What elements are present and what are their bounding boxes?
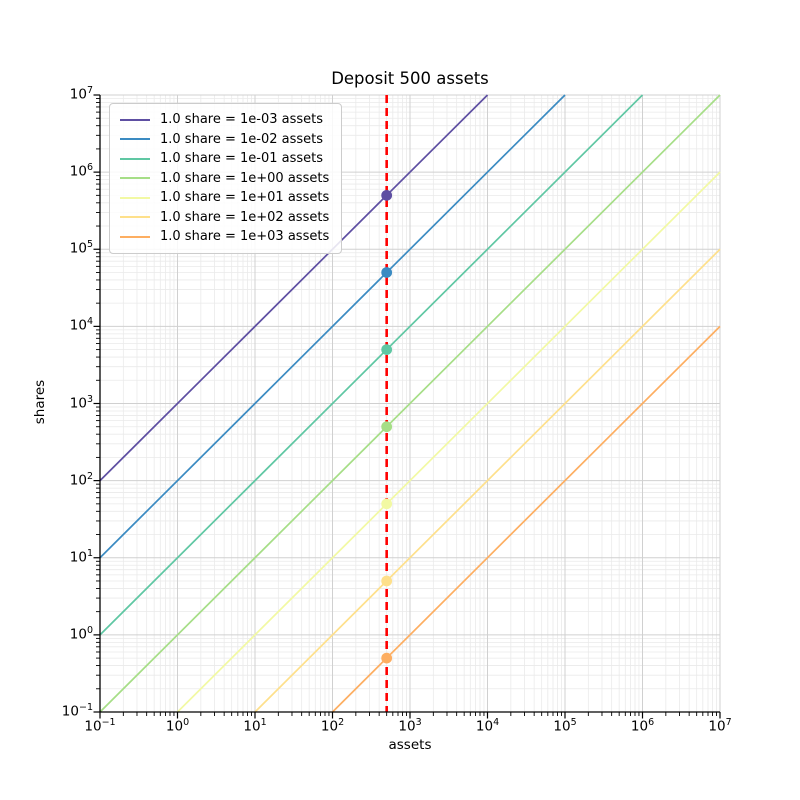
legend: 1.0 share = 1e-03 assets 1.0 share = 1e-0…: [109, 103, 343, 254]
legend-label: 1.0 share = 1e-03 assets: [160, 112, 324, 128]
legend-item: 1.0 share = 1e-03 assets: [120, 110, 329, 130]
chart-title: Deposit 500 assets: [331, 69, 489, 88]
legend-item: 1.0 share = 1e+02 assets: [120, 208, 329, 228]
marker-dot: [381, 575, 393, 587]
rate-line: [99, 94, 644, 636]
y-tick-label: 106: [69, 162, 93, 180]
legend-label: 1.0 share = 1e-01 assets: [160, 151, 324, 167]
rate-line: [176, 171, 721, 713]
x-tick-label: 102: [320, 717, 345, 735]
legend-label: 1.0 share = 1e+01 assets: [160, 190, 330, 206]
y-tick-label: 102: [69, 470, 93, 489]
rate-line: [99, 94, 566, 559]
legend-label: 1.0 share = 1e+02 assets: [160, 209, 330, 225]
marker-dot: [381, 344, 393, 355]
y-tick-label: 103: [69, 393, 93, 412]
x-tick-label: 10−1: [84, 717, 116, 735]
marker-dot: [381, 652, 393, 664]
rate-line: [99, 94, 721, 713]
legend-item: 1.0 share = 1e+01 assets: [120, 188, 329, 208]
x-tick-label: 101: [243, 717, 267, 735]
legend-line-swatch: [120, 196, 150, 199]
legend-item: 1.0 share = 1e-02 assets: [120, 130, 329, 150]
legend-item: 1.0 share = 1e+00 assets: [120, 169, 329, 189]
x-tick-label: 103: [398, 717, 422, 735]
legend-line-swatch: [120, 177, 150, 180]
marker-dot: [381, 498, 393, 510]
legend-line-swatch: [120, 118, 150, 121]
x-tick-label: 100: [165, 717, 190, 735]
marker-dot: [381, 267, 393, 278]
y-tick-label: 105: [69, 239, 93, 257]
legend-line-swatch: [120, 157, 150, 160]
legend-line-swatch: [120, 235, 150, 238]
y-tick-label: 104: [69, 316, 93, 334]
legend-item: 1.0 share = 1e+03 assets: [120, 227, 329, 247]
legend-line-swatch: [120, 216, 150, 219]
x-tick-label: 104: [475, 717, 500, 735]
legend-label: 1.0 share = 1e+03 assets: [160, 229, 330, 245]
y-tick-label: 100: [69, 624, 93, 643]
y-tick-label: 10−1: [61, 702, 93, 720]
y-tick-label: 107: [69, 85, 93, 103]
rate-line: [331, 325, 721, 713]
x-tick-label: 105: [553, 717, 577, 735]
legend-label: 1.0 share = 1e+00 assets: [160, 170, 330, 186]
legend-item: 1.0 share = 1e-01 assets: [120, 149, 329, 169]
x-axis-label: assets: [388, 737, 432, 753]
marker-dot: [381, 421, 393, 433]
rate-line: [254, 248, 721, 713]
legend-label: 1.0 share = 1e-02 assets: [160, 131, 324, 147]
x-tick-label: 107: [708, 717, 732, 735]
legend-line-swatch: [120, 138, 150, 141]
marker-dot: [381, 189, 393, 201]
x-tick-label: 106: [630, 717, 655, 735]
y-tick-label: 101: [69, 547, 93, 566]
rate-line: [99, 94, 489, 482]
